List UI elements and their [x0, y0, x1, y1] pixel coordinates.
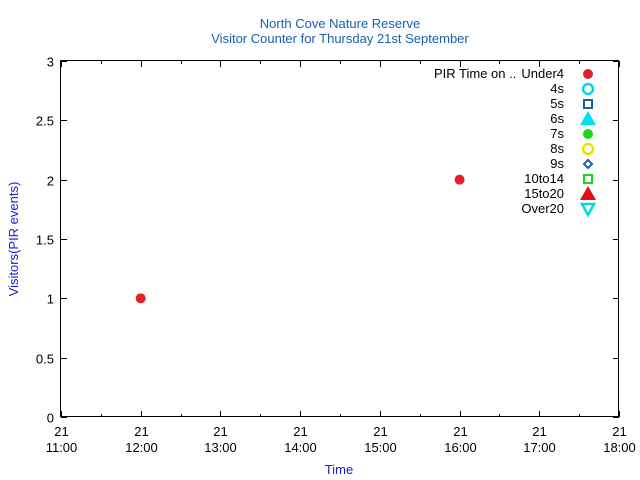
y-tick-label: 1.5 [36, 233, 54, 248]
x-axis-label: Time [325, 462, 353, 477]
x-axis: 2111:002112:002113:002114:002115:002116:… [46, 61, 636, 455]
x-tick-label-time: 14:00 [284, 440, 317, 455]
x-tick-label-day: 21 [612, 424, 626, 439]
x-tick-label-day: 21 [453, 424, 467, 439]
x-tick-label-day: 21 [54, 424, 68, 439]
legend-marker [580, 186, 596, 200]
x-tick-label-time: 12:00 [125, 440, 158, 455]
y-tick-label: 3 [47, 55, 54, 70]
legend-label: 8s [550, 141, 564, 156]
chart-title: North Cove Nature Reserve [260, 16, 420, 31]
y-axis: 0 0.5 1 1.5 2 2.5 3 [36, 55, 619, 426]
x-tick-label-time: 11:00 [46, 440, 78, 455]
y-axis-label: Visitors(PIR events) [6, 182, 21, 297]
y-tick-label: 1 [47, 292, 54, 307]
y-tick-label: 2 [47, 174, 54, 189]
legend-label: 4s [550, 81, 564, 96]
legend-label: 15to20 [524, 186, 564, 201]
y-tick-label: 0 [47, 411, 54, 426]
legend-marker [581, 82, 595, 96]
chart-subtitle: Visitor Counter for Thursday 21st Septem… [211, 31, 469, 46]
legend-marker [583, 174, 593, 184]
legend-marker [583, 69, 593, 79]
x-tick-label-time: 18:00 [603, 440, 636, 455]
legend-marker [579, 202, 597, 218]
x-tick-label-day: 21 [373, 424, 387, 439]
legend-label: Under4 [521, 66, 564, 81]
legend-label: 9s [550, 156, 564, 171]
legend-label: 10to14 [524, 171, 564, 186]
y-tick-label: 0.5 [36, 352, 54, 367]
legend-marker [583, 129, 593, 139]
legend-marker [580, 111, 596, 125]
x-tick-label-time: 17:00 [523, 440, 556, 455]
legend-marker [582, 158, 594, 170]
x-tick-label-day: 21 [134, 424, 148, 439]
legend-label: 6s [550, 111, 564, 126]
x-tick-label-time: 13:00 [204, 440, 237, 455]
data-points [135, 174, 465, 304]
legend-marker [583, 99, 593, 109]
legend-marker [581, 142, 595, 156]
legend-title: PIR Time on .. [434, 66, 516, 81]
plot-frame [60, 60, 619, 417]
data-point [454, 174, 465, 185]
x-tick-label-day: 21 [293, 424, 307, 439]
x-tick-label-day: 21 [532, 424, 546, 439]
x-tick-label-time: 15:00 [364, 440, 397, 455]
x-tick-label-day: 21 [213, 424, 227, 439]
x-tick-label-time: 16:00 [444, 440, 477, 455]
y-tick-label: 2.5 [36, 114, 54, 129]
legend-label: 5s [550, 96, 564, 111]
legend-label: 7s [550, 126, 564, 141]
data-point [135, 293, 146, 304]
legend-label: Over20 [521, 201, 564, 216]
